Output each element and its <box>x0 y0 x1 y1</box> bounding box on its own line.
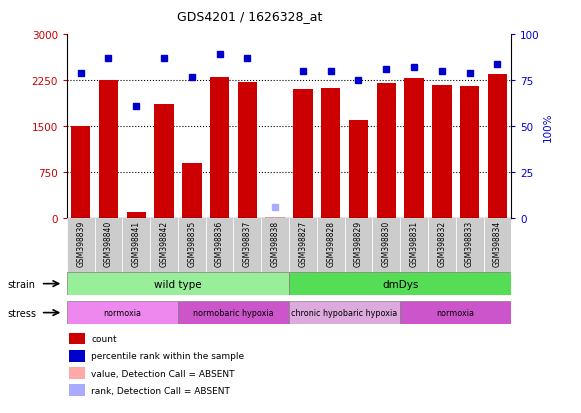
Text: GSM398838: GSM398838 <box>271 220 279 266</box>
Bar <box>127 213 146 219</box>
Text: stress: stress <box>7 308 36 318</box>
Bar <box>293 90 313 219</box>
Text: normobaric hypoxia: normobaric hypoxia <box>193 309 274 317</box>
Bar <box>428 219 456 287</box>
Bar <box>289 273 511 295</box>
Text: GSM398828: GSM398828 <box>326 220 335 266</box>
Bar <box>289 301 400 324</box>
Text: GSM398841: GSM398841 <box>132 220 141 266</box>
Text: GDS4201 / 1626328_at: GDS4201 / 1626328_at <box>177 10 322 23</box>
Bar <box>234 219 261 287</box>
Bar <box>261 219 289 287</box>
Bar <box>289 219 317 287</box>
Bar <box>376 84 396 219</box>
Bar <box>95 219 123 287</box>
Bar <box>400 301 511 324</box>
Y-axis label: 100%: 100% <box>543 112 553 142</box>
Bar <box>123 219 150 287</box>
Bar <box>210 78 229 219</box>
Bar <box>69 385 85 396</box>
Text: percentile rank within the sample: percentile rank within the sample <box>91 351 245 361</box>
Text: GSM398834: GSM398834 <box>493 220 502 266</box>
Text: value, Detection Call = ABSENT: value, Detection Call = ABSENT <box>91 369 235 377</box>
Bar <box>487 75 507 219</box>
Bar <box>155 104 174 219</box>
Bar <box>483 219 511 287</box>
Bar <box>432 85 451 219</box>
Bar <box>206 219 234 287</box>
Bar <box>317 219 345 287</box>
Bar <box>71 127 91 219</box>
Bar <box>150 219 178 287</box>
Bar <box>182 164 202 219</box>
Bar <box>67 219 95 287</box>
Bar <box>349 121 368 219</box>
Bar <box>178 301 289 324</box>
Text: normoxia: normoxia <box>103 309 141 317</box>
Text: GSM398830: GSM398830 <box>382 220 391 266</box>
Bar <box>345 219 372 287</box>
Text: chronic hypobaric hypoxia: chronic hypobaric hypoxia <box>292 309 398 317</box>
Bar <box>69 367 85 379</box>
Bar <box>99 81 118 219</box>
Text: GSM398835: GSM398835 <box>187 220 196 266</box>
Bar <box>67 301 178 324</box>
Bar <box>404 79 424 219</box>
Bar <box>69 350 85 362</box>
Bar <box>321 89 340 219</box>
Bar <box>460 87 479 219</box>
Text: GSM398842: GSM398842 <box>160 220 168 266</box>
Text: GSM398831: GSM398831 <box>410 220 418 266</box>
Bar <box>372 219 400 287</box>
Text: GSM398833: GSM398833 <box>465 220 474 266</box>
Text: rank, Detection Call = ABSENT: rank, Detection Call = ABSENT <box>91 386 230 395</box>
Text: normoxia: normoxia <box>437 309 475 317</box>
Text: GSM398827: GSM398827 <box>299 220 307 266</box>
Text: strain: strain <box>7 279 35 289</box>
Text: GSM398829: GSM398829 <box>354 220 363 266</box>
Text: wild type: wild type <box>154 279 202 289</box>
Text: GSM398840: GSM398840 <box>104 220 113 266</box>
Text: GSM398832: GSM398832 <box>437 220 446 266</box>
Text: GSM398839: GSM398839 <box>76 220 85 266</box>
Bar <box>67 273 289 295</box>
Text: count: count <box>91 334 117 343</box>
Text: GSM398837: GSM398837 <box>243 220 252 266</box>
Text: dmDys: dmDys <box>382 279 418 289</box>
Bar <box>266 217 285 219</box>
Bar <box>400 219 428 287</box>
Bar <box>69 333 85 344</box>
Bar <box>178 219 206 287</box>
Bar <box>456 219 483 287</box>
Bar <box>238 83 257 219</box>
Text: GSM398836: GSM398836 <box>215 220 224 266</box>
